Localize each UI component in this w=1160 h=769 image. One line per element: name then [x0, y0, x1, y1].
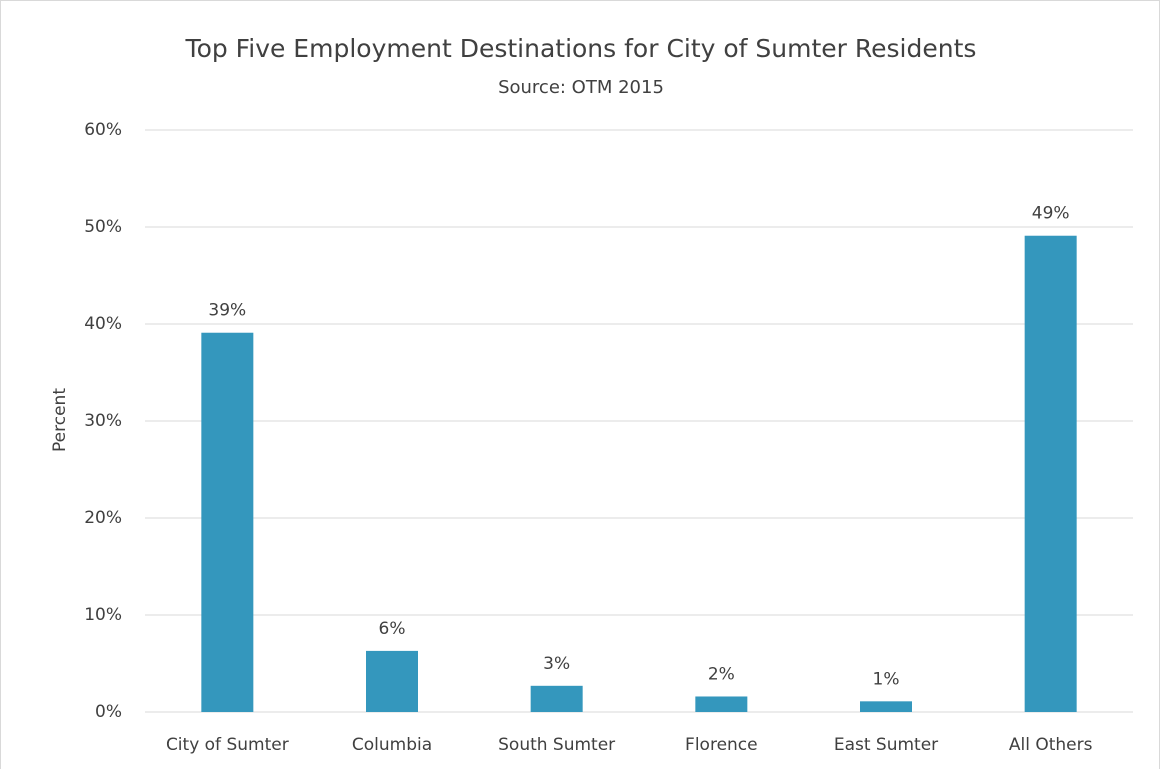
data-label: 3% [543, 654, 570, 674]
y-tick-label: 60% [84, 120, 122, 140]
y-tick-label: 0% [95, 702, 122, 722]
data-label: 39% [208, 301, 246, 321]
x-tick-label: Florence [685, 735, 758, 755]
bar [695, 696, 748, 712]
bar [530, 685, 583, 712]
y-tick-label: 10% [84, 605, 122, 625]
x-tick-label: City of Sumter [166, 735, 289, 755]
data-label: 6% [379, 619, 406, 639]
y-tick-label: 30% [84, 411, 122, 431]
y-tick-label: 40% [84, 314, 122, 334]
data-label: 1% [873, 669, 900, 689]
chart-subtitle: Source: OTM 2015 [498, 77, 664, 98]
bar [860, 701, 912, 712]
y-axis-label: Percent [50, 388, 70, 452]
y-tick-label: 20% [84, 508, 122, 528]
x-tick-label: All Others [1009, 735, 1093, 755]
bar [366, 650, 418, 712]
bar [201, 332, 254, 712]
bar [1024, 235, 1077, 713]
chart-title: Top Five Employment Destinations for Cit… [185, 34, 977, 63]
x-tick-label: East Sumter [834, 735, 938, 755]
x-tick-label: South Sumter [498, 735, 615, 755]
data-label: 2% [708, 664, 735, 684]
data-label: 49% [1032, 204, 1070, 224]
x-tick-label: Columbia [352, 735, 432, 755]
y-tick-label: 50% [84, 217, 122, 237]
